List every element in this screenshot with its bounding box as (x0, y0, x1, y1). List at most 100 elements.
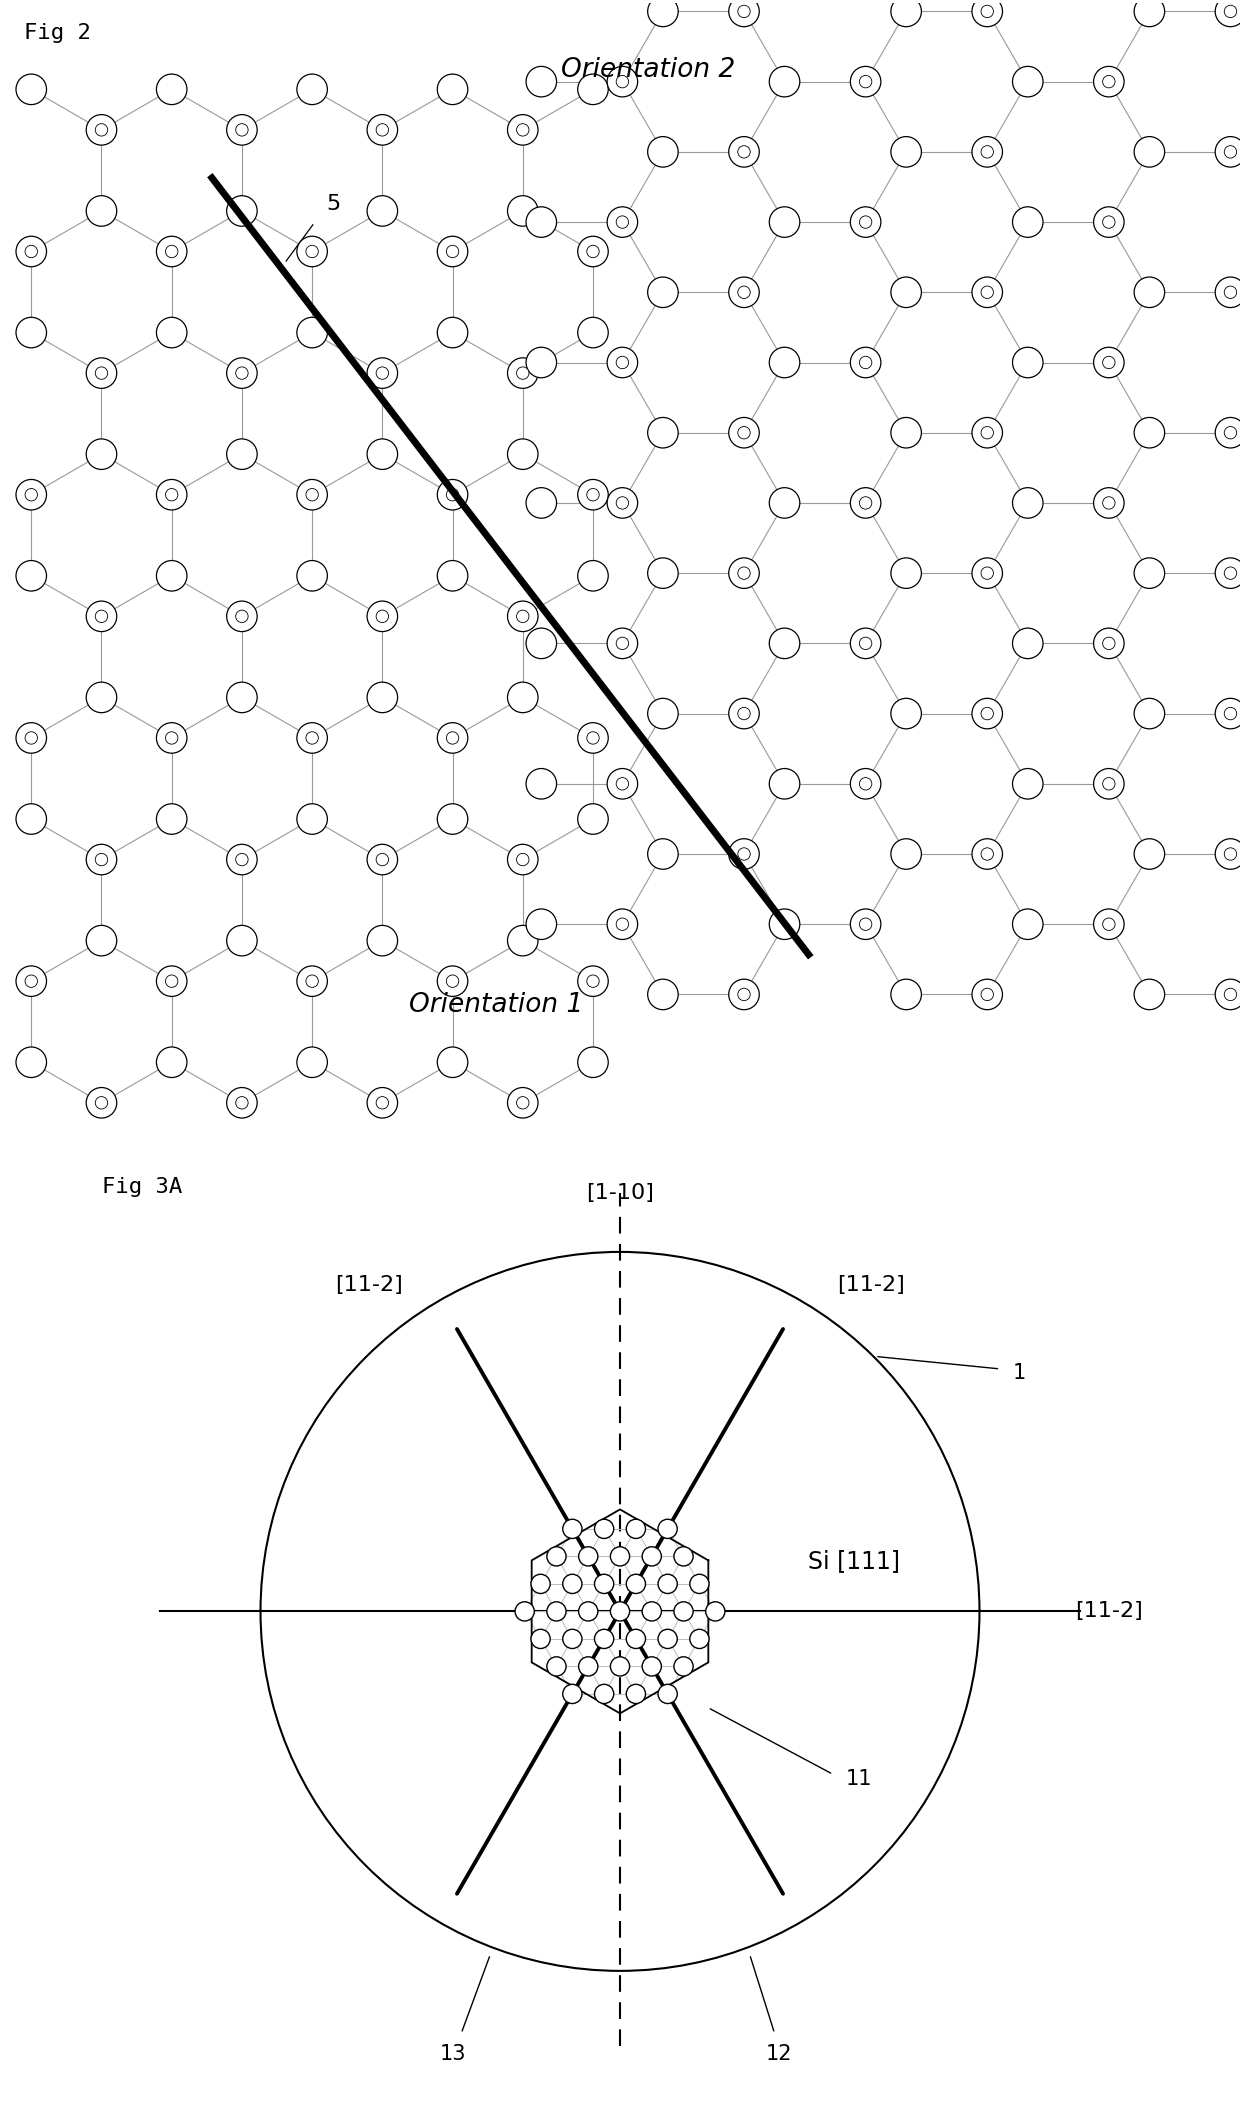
Circle shape (367, 357, 398, 389)
Circle shape (689, 1629, 709, 1648)
Circle shape (1013, 909, 1043, 940)
Circle shape (438, 966, 467, 997)
Circle shape (1224, 708, 1236, 721)
Circle shape (526, 66, 557, 97)
Circle shape (616, 357, 629, 368)
Circle shape (647, 418, 678, 448)
Circle shape (87, 1088, 117, 1118)
Circle shape (296, 317, 327, 349)
Text: [11-2]: [11-2] (1075, 1602, 1143, 1621)
Circle shape (1013, 207, 1043, 237)
Circle shape (507, 114, 538, 146)
Circle shape (1102, 917, 1115, 930)
Circle shape (156, 966, 187, 997)
Circle shape (25, 731, 37, 744)
Circle shape (438, 560, 467, 592)
Circle shape (87, 114, 117, 146)
Circle shape (438, 237, 467, 266)
Circle shape (658, 1519, 677, 1538)
Circle shape (227, 1088, 257, 1118)
Circle shape (1102, 778, 1115, 790)
Circle shape (1135, 277, 1164, 308)
Circle shape (25, 974, 37, 987)
Circle shape (890, 277, 921, 308)
Circle shape (95, 854, 108, 866)
Circle shape (859, 497, 872, 509)
Circle shape (1094, 347, 1125, 378)
Circle shape (578, 237, 609, 266)
Circle shape (526, 347, 557, 378)
Circle shape (1013, 769, 1043, 799)
Circle shape (1135, 978, 1164, 1010)
Circle shape (972, 697, 1002, 729)
Circle shape (972, 418, 1002, 448)
Circle shape (156, 317, 187, 349)
Circle shape (87, 357, 117, 389)
Circle shape (616, 917, 629, 930)
Circle shape (25, 245, 37, 258)
Circle shape (616, 778, 629, 790)
Circle shape (608, 628, 637, 659)
Circle shape (517, 854, 529, 866)
Circle shape (578, 480, 609, 509)
Circle shape (890, 0, 921, 27)
Circle shape (306, 245, 319, 258)
Circle shape (446, 488, 459, 501)
Circle shape (236, 854, 248, 866)
Circle shape (236, 611, 248, 623)
Circle shape (981, 285, 993, 298)
Circle shape (1135, 839, 1164, 868)
Circle shape (296, 560, 327, 592)
Circle shape (608, 66, 637, 97)
Circle shape (296, 803, 327, 835)
Circle shape (165, 731, 177, 744)
Circle shape (647, 839, 678, 868)
Circle shape (1215, 0, 1240, 27)
Circle shape (376, 854, 388, 866)
Circle shape (738, 285, 750, 298)
Circle shape (859, 216, 872, 228)
Circle shape (1215, 697, 1240, 729)
Circle shape (1094, 909, 1125, 940)
Circle shape (642, 1602, 661, 1621)
Text: Orientation 1: Orientation 1 (409, 991, 583, 1018)
Circle shape (367, 1088, 398, 1118)
Circle shape (227, 357, 257, 389)
Circle shape (1224, 847, 1236, 860)
Circle shape (227, 682, 257, 712)
Circle shape (594, 1519, 614, 1538)
Circle shape (547, 1657, 567, 1676)
Circle shape (616, 638, 629, 649)
Circle shape (227, 197, 257, 226)
Circle shape (859, 917, 872, 930)
Circle shape (729, 839, 759, 868)
Circle shape (1215, 137, 1240, 167)
Text: Fig 3A: Fig 3A (102, 1177, 182, 1196)
Circle shape (438, 317, 467, 349)
Circle shape (578, 723, 609, 752)
Circle shape (972, 558, 1002, 587)
Circle shape (87, 600, 117, 632)
Circle shape (972, 978, 1002, 1010)
Circle shape (517, 368, 529, 380)
Circle shape (859, 357, 872, 368)
Circle shape (296, 237, 327, 266)
Circle shape (517, 125, 529, 135)
Circle shape (16, 1048, 47, 1078)
Circle shape (1215, 418, 1240, 448)
Text: [1-10]: [1-10] (587, 1183, 653, 1204)
Circle shape (579, 1657, 598, 1676)
Circle shape (1094, 628, 1125, 659)
Circle shape (890, 697, 921, 729)
Circle shape (547, 1547, 567, 1566)
Circle shape (306, 974, 319, 987)
Circle shape (890, 839, 921, 868)
Circle shape (531, 1629, 551, 1648)
Circle shape (507, 440, 538, 469)
Circle shape (236, 1097, 248, 1109)
Circle shape (507, 682, 538, 712)
Circle shape (851, 66, 880, 97)
Circle shape (1135, 697, 1164, 729)
Circle shape (1013, 488, 1043, 518)
Circle shape (1102, 216, 1115, 228)
